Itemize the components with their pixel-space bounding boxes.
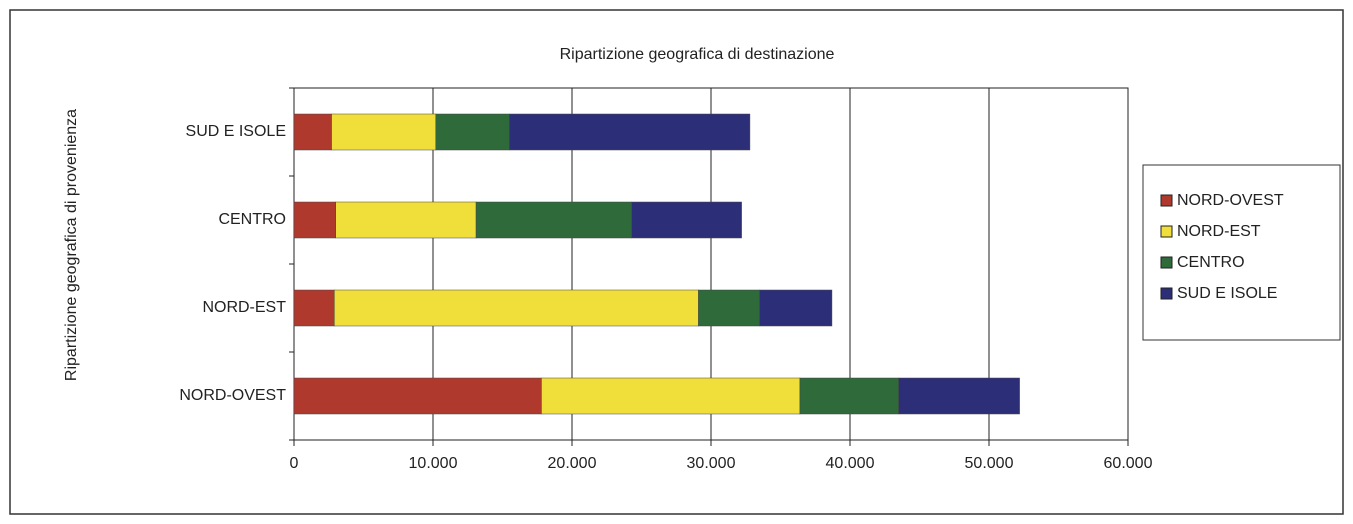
bar-segment bbox=[293, 113, 332, 151]
legend-label: SUD E ISOLE bbox=[1177, 285, 1277, 302]
y-tick-label: NORD-OVEST bbox=[179, 387, 286, 404]
bar-segment bbox=[698, 289, 760, 327]
bar-segment bbox=[293, 201, 336, 239]
bar-segment bbox=[759, 289, 833, 327]
bar-segment bbox=[509, 113, 751, 151]
bar-segment bbox=[293, 289, 335, 327]
x-tick-label: 0 bbox=[290, 455, 299, 472]
x-tick-label: 20.000 bbox=[548, 455, 597, 472]
bar-segment bbox=[435, 113, 510, 151]
legend-swatch bbox=[1160, 194, 1173, 207]
y-tick-label: SUD E ISOLE bbox=[186, 123, 286, 140]
bar-segment bbox=[631, 201, 742, 239]
bar-segment bbox=[331, 113, 437, 151]
bar-segment bbox=[475, 201, 633, 239]
legend-box bbox=[1142, 164, 1341, 341]
legend-label: CENTRO bbox=[1177, 254, 1245, 271]
bar-segment bbox=[898, 377, 1020, 415]
y-axis-label: Ripartizione geografica di provenienza bbox=[63, 109, 80, 381]
chart-title: Ripartizione geografica di destinazione bbox=[560, 46, 835, 63]
bar-segment bbox=[541, 377, 801, 415]
x-tick-label: 10.000 bbox=[409, 455, 458, 472]
bar-segment bbox=[799, 377, 899, 415]
x-tick-label: 50.000 bbox=[965, 455, 1014, 472]
x-tick-label: 60.000 bbox=[1104, 455, 1153, 472]
y-tick-label: CENTRO bbox=[218, 211, 286, 228]
y-tick-label: NORD-EST bbox=[202, 299, 286, 316]
x-tick-label: 40.000 bbox=[826, 455, 875, 472]
bar-segment bbox=[293, 377, 542, 415]
legend-swatch bbox=[1160, 256, 1173, 269]
legend-swatch bbox=[1160, 287, 1173, 300]
bar-segment bbox=[335, 201, 477, 239]
bar-segment bbox=[334, 289, 699, 327]
legend-label: NORD-EST bbox=[1177, 223, 1261, 240]
x-tick-label: 30.000 bbox=[687, 455, 736, 472]
legend-swatch bbox=[1160, 225, 1173, 238]
legend-label: NORD-OVEST bbox=[1177, 192, 1284, 209]
